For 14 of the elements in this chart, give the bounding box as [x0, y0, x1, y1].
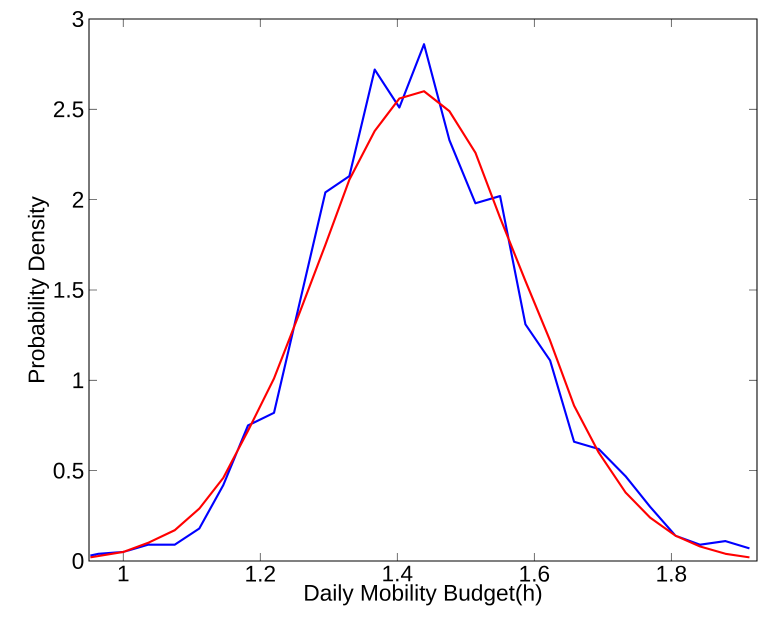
- x-tick-label: 1: [118, 566, 128, 582]
- x-axis-title: Daily Mobility Budget(h): [305, 584, 542, 606]
- x-tick-label: 1.2: [246, 566, 275, 582]
- y-tick-label: 0.5: [54, 462, 84, 479]
- x-tick-label: 1.4: [383, 566, 412, 582]
- y-tick-label: 3: [72, 10, 84, 28]
- y-tick-label: 2: [72, 192, 84, 208]
- x-tick-label: 1.8: [657, 566, 686, 582]
- y-tick-label: 1.5: [54, 282, 84, 298]
- x-tick-label: 1.6: [520, 566, 550, 582]
- y-tick-label: 0: [72, 552, 84, 570]
- y-tick-label: 1: [73, 372, 84, 388]
- y-axis-title: Probability Density: [28, 196, 49, 382]
- y-tick-label: 2.5: [54, 101, 84, 118]
